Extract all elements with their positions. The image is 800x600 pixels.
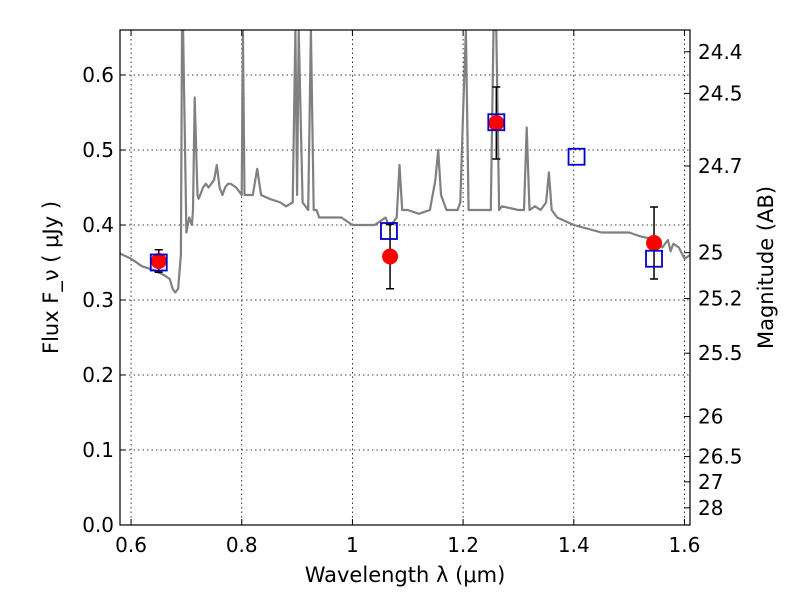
mag-tick-label: 27 [698, 470, 723, 494]
observed-point [382, 248, 399, 265]
x-tick-label: 0.8 [226, 533, 258, 557]
model-photometry-point [380, 222, 398, 240]
model-photometry-point [567, 147, 586, 166]
ticks-layer [120, 30, 690, 526]
right-axis-title: Magnitude (AB) [754, 186, 778, 349]
mag-tick-label: 28 [698, 496, 723, 520]
y-tick-label: 0.6 [82, 63, 114, 87]
tick-labels-layer: 0.6 0.8 1 1.2 1.4 1.6 0.0 0.1 0.2 0.3 0.4 0.5 0.6 24.… [82, 40, 742, 557]
spectrum-layer [120, 30, 690, 294]
observed-point [646, 235, 663, 251]
y-tick-label: 0.5 [82, 138, 114, 162]
y-tick-label: 0.2 [82, 363, 114, 387]
model-photometry-point [645, 249, 663, 268]
y-tick-label: 0.3 [82, 288, 114, 312]
mag-tick-label: 24.4 [698, 40, 743, 64]
grid-layer [120, 30, 690, 526]
y-tick-label: 0.0 [82, 513, 114, 537]
mag-tick-label: 26 [698, 405, 723, 429]
mag-tick-label: 25.5 [698, 341, 743, 365]
model-photometry-point [149, 253, 168, 272]
model-points-layer [149, 113, 663, 272]
model-photometry-point [487, 113, 506, 132]
error-bar-layer [154, 86, 659, 290]
x-tick-label: 1.6 [669, 533, 701, 557]
mag-tick-label: 24.5 [698, 81, 743, 105]
observed-point [488, 115, 505, 131]
observed-point [150, 253, 167, 269]
y-tick-label: 0.4 [82, 213, 114, 237]
x-tick-label: 1.4 [558, 533, 590, 557]
y-tick-label: 0.1 [82, 438, 114, 462]
x-tick-label: 1.2 [447, 533, 479, 557]
mag-tick-label: 26.5 [698, 445, 743, 469]
x-tick-label: 0.6 [115, 533, 147, 557]
mag-tick-label: 24.7 [698, 154, 743, 178]
x-tick-label: 1 [346, 533, 359, 557]
mag-tick-label: 25.2 [698, 286, 743, 310]
x-axis-title: Wavelength λ (μm) [305, 563, 506, 587]
y-axis-title: Flux F_ν ( μJy ) [39, 201, 64, 354]
plot-frame [119, 29, 691, 526]
observed-points-layer [150, 115, 663, 269]
model-spectrum-line [120, 30, 690, 294]
mag-tick-label: 25 [698, 241, 723, 265]
